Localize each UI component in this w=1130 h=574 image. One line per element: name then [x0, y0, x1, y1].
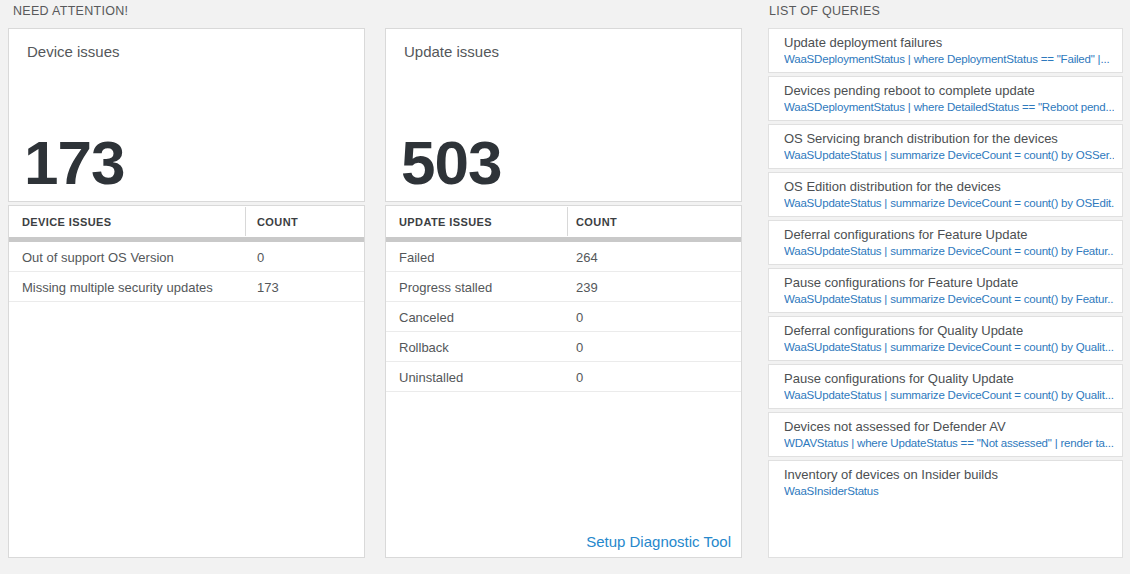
column-header-count: COUNT: [257, 206, 298, 237]
query-item[interactable]: Devices pending reboot to complete updat…: [768, 76, 1123, 121]
query-text: WaaSUpdateStatus | summarize DeviceCount…: [784, 245, 1114, 257]
device-issues-count: 173: [24, 130, 124, 195]
query-text: WDAVStatus | where UpdateStatus == "Not …: [784, 437, 1114, 449]
query-item[interactable]: Deferral configurations for Quality Upda…: [768, 316, 1123, 361]
query-item[interactable]: Pause configurations for Quality Update …: [768, 364, 1123, 409]
query-item[interactable]: Devices not assessed for Defender AV WDA…: [768, 412, 1123, 457]
query-text: WaaSUpdateStatus | summarize DeviceCount…: [784, 293, 1114, 305]
row-label: Uninstalled: [399, 362, 463, 392]
update-compliance-dashboard: NEED ATTENTION! LIST OF QUERIES Device i…: [0, 0, 1130, 574]
table-row[interactable]: Progress stalled 239: [386, 272, 741, 302]
list-of-queries-section-label: LIST OF QUERIES: [769, 4, 880, 18]
table-row[interactable]: Uninstalled 0: [386, 362, 741, 392]
query-title: Pause configurations for Feature Update: [784, 275, 1114, 290]
query-text: WaaSUpdateStatus | summarize DeviceCount…: [784, 389, 1114, 401]
query-item[interactable]: Deferral configurations for Feature Upda…: [768, 220, 1123, 265]
row-label: Failed: [399, 242, 434, 272]
tile-title: Device issues: [27, 43, 120, 60]
query-text: WaaSUpdateStatus | summarize DeviceCount…: [784, 149, 1114, 161]
query-text: WaaSInsiderStatus: [784, 485, 1114, 497]
query-item[interactable]: Update deployment failures WaaSDeploymen…: [768, 28, 1123, 73]
table-row[interactable]: Out of support OS Version 0: [9, 242, 364, 272]
row-label: Progress stalled: [399, 272, 492, 302]
row-label: Out of support OS Version: [22, 242, 174, 272]
row-count: 0: [257, 242, 264, 272]
table-header-row: UPDATE ISSUES COUNT: [386, 206, 741, 237]
query-item[interactable]: OS Servicing branch distribution for the…: [768, 124, 1123, 169]
row-count: 0: [576, 302, 583, 332]
table-row[interactable]: Rollback 0: [386, 332, 741, 362]
table-row[interactable]: Missing multiple security updates 173: [9, 272, 364, 302]
query-title: Pause configurations for Quality Update: [784, 371, 1114, 386]
query-title: Update deployment failures: [784, 35, 1114, 50]
row-count: 239: [576, 272, 598, 302]
query-title: OS Servicing branch distribution for the…: [784, 131, 1114, 146]
column-header-count: COUNT: [576, 206, 617, 237]
table-row[interactable]: Failed 264: [386, 242, 741, 272]
tile-title: Update issues: [404, 43, 499, 60]
column-divider: [245, 207, 246, 236]
setup-diagnostic-tool-link[interactable]: Setup Diagnostic Tool: [586, 533, 731, 550]
query-text: WaaSDeploymentStatus | where DeploymentS…: [784, 53, 1114, 65]
query-title: Devices not assessed for Defender AV: [784, 419, 1114, 434]
query-item[interactable]: Pause configurations for Feature Update …: [768, 268, 1123, 313]
row-label: Canceled: [399, 302, 454, 332]
query-title: Inventory of devices on Insider builds: [784, 467, 1114, 482]
update-issues-tile[interactable]: Update issues 503: [385, 28, 742, 202]
query-title: OS Edition distribution for the devices: [784, 179, 1114, 194]
column-divider: [567, 207, 568, 236]
table-header-row: DEVICE ISSUES COUNT: [9, 206, 364, 237]
need-attention-section-label: NEED ATTENTION!: [13, 4, 128, 18]
row-label: Missing multiple security updates: [22, 272, 213, 302]
update-issues-count: 503: [401, 130, 501, 195]
query-title: Devices pending reboot to complete updat…: [784, 83, 1114, 98]
query-item[interactable]: OS Edition distribution for the devices …: [768, 172, 1123, 217]
row-count: 0: [576, 332, 583, 362]
column-header-update-issues: UPDATE ISSUES: [399, 206, 492, 237]
device-issues-tile[interactable]: Device issues 173: [8, 28, 365, 202]
update-issues-table: UPDATE ISSUES COUNT Failed 264 Progress …: [385, 205, 742, 558]
row-label: Rollback: [399, 332, 449, 362]
row-count: 264: [576, 242, 598, 272]
row-count: 173: [257, 272, 279, 302]
query-text: WaaSUpdateStatus | summarize DeviceCount…: [784, 197, 1114, 209]
device-issues-table: DEVICE ISSUES COUNT Out of support OS Ve…: [8, 205, 365, 558]
table-row[interactable]: Canceled 0: [386, 302, 741, 332]
query-title: Deferral configurations for Quality Upda…: [784, 323, 1114, 338]
column-header-device-issues: DEVICE ISSUES: [22, 206, 112, 237]
query-title: Deferral configurations for Feature Upda…: [784, 227, 1114, 242]
row-count: 0: [576, 362, 583, 392]
query-text: WaaSUpdateStatus | summarize DeviceCount…: [784, 341, 1114, 353]
queries-panel: Update deployment failures WaaSDeploymen…: [768, 28, 1123, 558]
query-item[interactable]: Inventory of devices on Insider builds W…: [768, 460, 1123, 558]
query-text: WaaSDeploymentStatus | where DetailedSta…: [784, 101, 1114, 113]
